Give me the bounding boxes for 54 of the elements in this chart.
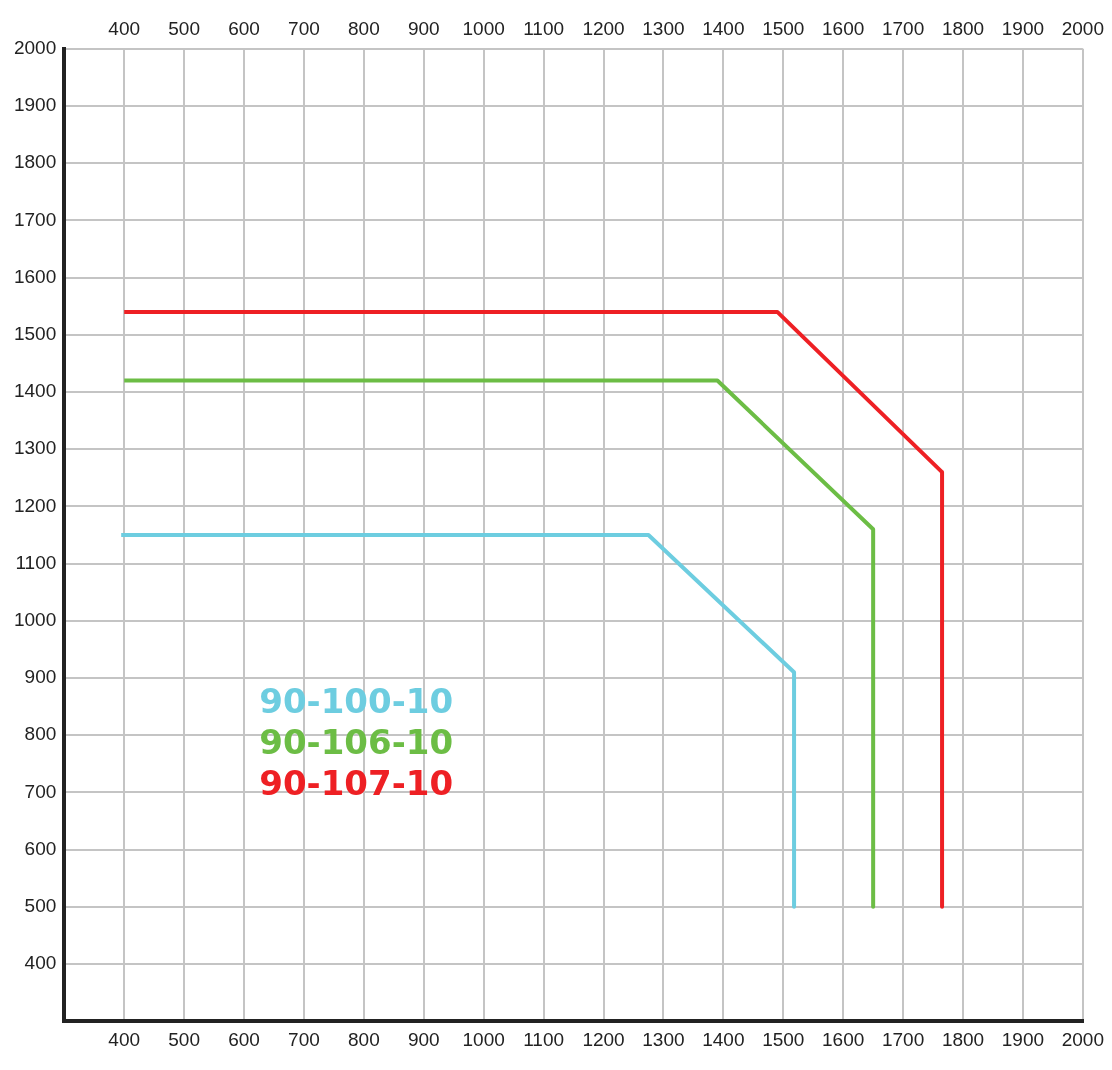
x-tick-label: 1800: [941, 1028, 985, 1050]
text: 90-107-10: [259, 763, 454, 805]
y-tick-label: 1900: [13, 94, 57, 116]
y-tick-label: 1400: [13, 380, 57, 402]
text: 90-100-10: [259, 681, 454, 723]
x-tick-label: 2000: [1061, 1028, 1105, 1050]
x-tick-label: 1100: [523, 1028, 565, 1050]
y-tick-label: 500: [24, 895, 57, 917]
x2-tick-label: 1400: [702, 17, 745, 39]
y-tick-label: 900: [24, 666, 57, 688]
y-tick-label: 1600: [13, 265, 57, 287]
text: 90-106-10: [259, 722, 454, 764]
y-tick-label: 1200: [13, 494, 57, 516]
x-tick-label: 400: [108, 1028, 141, 1050]
x-tick-label: 1900: [1001, 1028, 1045, 1050]
y-tick-label: 1800: [13, 151, 57, 173]
x-tick-label: 1400: [702, 1028, 745, 1050]
y-tick-label: 600: [24, 837, 57, 859]
x2-tick-label: 1900: [1001, 17, 1045, 39]
x2-tick-label: 2000: [1061, 17, 1105, 39]
x2-tick-label: 1700: [881, 17, 925, 39]
x-tick-label: 800: [348, 1028, 380, 1050]
x2-tick-label: 400: [108, 17, 141, 39]
y-tick-label: 1000: [13, 609, 57, 631]
x-tick-label: 900: [407, 1028, 440, 1050]
x-tick-label: 1500: [762, 1028, 805, 1050]
x-tick-label: 1700: [881, 1028, 925, 1050]
y-tick-label: 1300: [13, 437, 57, 459]
x2-tick-label: 500: [168, 17, 200, 39]
x2-tick-label: 1300: [642, 17, 685, 39]
x2-tick-label: 800: [348, 17, 380, 39]
x-tick-label: 700: [288, 1028, 320, 1050]
x-tick-label: 1600: [822, 1028, 865, 1050]
y-tick-label: 1700: [13, 208, 57, 230]
y-tick-label: 700: [24, 780, 57, 802]
y-tick-label: 400: [24, 952, 57, 974]
y-tick-label: 2000: [13, 37, 57, 59]
x2-tick-label: 1100: [523, 17, 565, 39]
x2-tick-label: 900: [407, 17, 440, 39]
x-tick-label: 500: [168, 1028, 200, 1050]
y-tick-label: 1500: [13, 323, 57, 345]
x2-tick-label: 1200: [582, 17, 625, 39]
x2-tick-label: 1800: [941, 17, 985, 39]
x2-tick-label: 1500: [762, 17, 805, 39]
x2-tick-label: 700: [288, 17, 320, 39]
y-tick-label: 800: [24, 723, 57, 745]
x-tick-label: 1300: [642, 1028, 685, 1050]
x-tick-label: 1000: [462, 1028, 505, 1050]
x2-tick-label: 600: [228, 17, 260, 39]
x-tick-label: 1200: [582, 1028, 625, 1050]
x-tick-label: 600: [228, 1028, 260, 1050]
x2-tick-label: 1600: [822, 17, 865, 39]
x2-tick-label: 1000: [462, 17, 505, 39]
y-tick-label: 1100: [15, 551, 57, 573]
